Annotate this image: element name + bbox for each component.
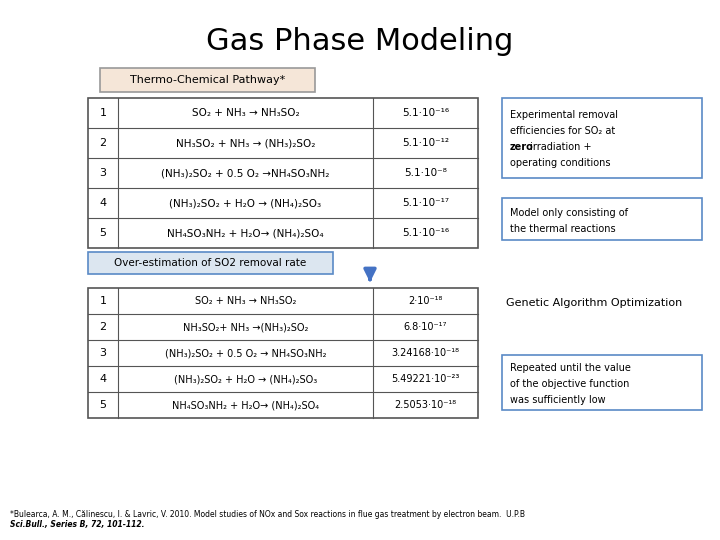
- Text: of the objective function: of the objective function: [510, 379, 629, 389]
- Text: (NH₃)₂SO₂ + H₂O → (NH₄)₂SO₃: (NH₃)₂SO₂ + H₂O → (NH₄)₂SO₃: [174, 374, 317, 384]
- Text: zero: zero: [510, 142, 534, 152]
- Text: 5.1·10⁻¹⁶: 5.1·10⁻¹⁶: [402, 108, 449, 118]
- Text: Gas Phase Modeling: Gas Phase Modeling: [207, 28, 513, 57]
- Bar: [502, 98, 702, 178]
- Text: NH₄SO₃NH₂ + H₂O→ (NH₄)₂SO₄: NH₄SO₃NH₂ + H₂O→ (NH₄)₂SO₄: [167, 228, 324, 238]
- Bar: [88, 288, 478, 418]
- Text: 5.1·10⁻¹²: 5.1·10⁻¹²: [402, 138, 449, 148]
- Text: Sci.Bull., Series B, 72, 101-112.: Sci.Bull., Series B, 72, 101-112.: [10, 520, 145, 529]
- Text: 4: 4: [99, 374, 107, 384]
- Text: 1: 1: [99, 296, 107, 306]
- Text: (NH₃)₂SO₂ + H₂O → (NH₄)₂SO₃: (NH₃)₂SO₂ + H₂O → (NH₄)₂SO₃: [169, 198, 322, 208]
- Text: 5.1·10⁻¹⁷: 5.1·10⁻¹⁷: [402, 198, 449, 208]
- Text: 6.8·10⁻¹⁷: 6.8·10⁻¹⁷: [404, 322, 447, 332]
- Text: 2·10⁻¹⁸: 2·10⁻¹⁸: [408, 296, 443, 306]
- Text: efficiencies for SO₂ at: efficiencies for SO₂ at: [510, 126, 616, 136]
- Text: the thermal reactions: the thermal reactions: [510, 224, 616, 234]
- Text: 3: 3: [99, 348, 107, 358]
- Text: NH₃SO₂+ NH₃ →(NH₃)₂SO₂: NH₃SO₂+ NH₃ →(NH₃)₂SO₂: [183, 322, 308, 332]
- Text: 5.1·10⁻¹⁶: 5.1·10⁻¹⁶: [402, 228, 449, 238]
- Text: 5.1·10⁻⁸: 5.1·10⁻⁸: [404, 168, 447, 178]
- Text: 2: 2: [99, 138, 107, 148]
- Text: SO₂ + NH₃ → NH₃SO₂: SO₂ + NH₃ → NH₃SO₂: [192, 108, 300, 118]
- Text: 3: 3: [99, 168, 107, 178]
- Bar: [100, 68, 315, 92]
- Text: NH₄SO₃NH₂ + H₂O→ (NH₄)₂SO₄: NH₄SO₃NH₂ + H₂O→ (NH₄)₂SO₄: [172, 400, 319, 410]
- Text: 5.49221·10⁻²³: 5.49221·10⁻²³: [391, 374, 459, 384]
- Text: Thermo-Chemical Pathway*: Thermo-Chemical Pathway*: [130, 75, 285, 85]
- Text: SO₂ + NH₃ → NH₃SO₂: SO₂ + NH₃ → NH₃SO₂: [195, 296, 296, 306]
- Text: 2: 2: [99, 322, 107, 332]
- Text: 2.5053·10⁻¹⁸: 2.5053·10⁻¹⁸: [395, 400, 456, 410]
- Text: 3.24168·10⁻¹⁸: 3.24168·10⁻¹⁸: [392, 348, 459, 358]
- Bar: [502, 198, 702, 240]
- Bar: [502, 355, 702, 410]
- Text: Over-estimation of SO2 removal rate: Over-estimation of SO2 removal rate: [114, 258, 307, 268]
- Text: (NH₃)₂SO₂ + 0.5 O₂ → NH₄SO₃NH₂: (NH₃)₂SO₂ + 0.5 O₂ → NH₄SO₃NH₂: [165, 348, 326, 358]
- Text: 4: 4: [99, 198, 107, 208]
- Text: *Bulearca, A. M., Călinescu, I. & Lavric, V. 2010. Model studies of NOx and Sox : *Bulearca, A. M., Călinescu, I. & Lavric…: [10, 510, 525, 519]
- Text: Repeated until the value: Repeated until the value: [510, 363, 631, 373]
- Text: 5: 5: [99, 228, 107, 238]
- Text: operating conditions: operating conditions: [510, 158, 611, 168]
- Bar: [88, 98, 478, 248]
- Text: Experimental removal: Experimental removal: [510, 110, 618, 120]
- Text: 1: 1: [99, 108, 107, 118]
- Bar: [88, 252, 333, 274]
- Text: (NH₃)₂SO₂ + 0.5 O₂ →NH₄SO₃NH₂: (NH₃)₂SO₂ + 0.5 O₂ →NH₄SO₃NH₂: [161, 168, 330, 178]
- Text: NH₃SO₂ + NH₃ → (NH₃)₂SO₂: NH₃SO₂ + NH₃ → (NH₃)₂SO₂: [176, 138, 315, 148]
- Text: irradiation +: irradiation +: [526, 142, 591, 152]
- Text: 5: 5: [99, 400, 107, 410]
- Text: was sufficiently low: was sufficiently low: [510, 395, 606, 405]
- Text: Model only consisting of: Model only consisting of: [510, 208, 628, 218]
- Text: Genetic Algorithm Optimization: Genetic Algorithm Optimization: [506, 298, 683, 308]
